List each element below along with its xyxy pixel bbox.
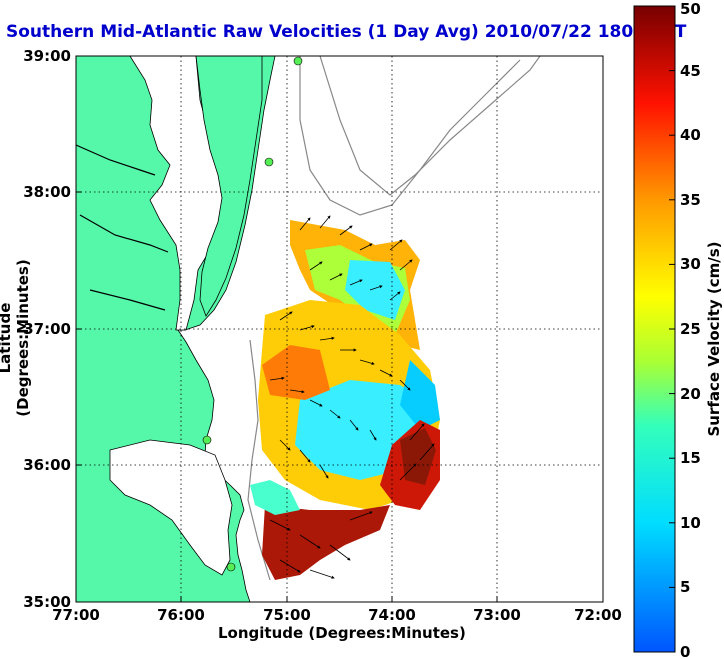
x-tick-label: 74:00 bbox=[368, 606, 416, 624]
y-tick-label: 37:00 bbox=[23, 320, 71, 338]
colorbar-tick-label: 50 bbox=[680, 0, 701, 18]
colorbar-tick-label: 45 bbox=[680, 62, 701, 80]
x-tick-label: 73:00 bbox=[473, 606, 521, 624]
colorbar-tick-label: 30 bbox=[680, 255, 701, 273]
colorbar-tick-label: 10 bbox=[680, 514, 701, 532]
velocity-vectors bbox=[269, 215, 435, 579]
station-marker bbox=[293, 56, 303, 66]
colorbar-tick-label: 0 bbox=[680, 643, 690, 659]
station-marker bbox=[202, 435, 212, 445]
x-tick-label: 72:00 bbox=[574, 606, 622, 624]
colorbar bbox=[633, 5, 676, 653]
y-tick-label: 38:00 bbox=[23, 183, 71, 201]
colorbar-tick-label: 5 bbox=[680, 578, 690, 596]
y-tick-label: 35:00 bbox=[23, 593, 71, 611]
colorbar-tick-label: 40 bbox=[680, 126, 701, 144]
colorbar-label: Surface Velocity (cm/s) bbox=[705, 241, 723, 437]
colorbar-tick-label: 25 bbox=[680, 320, 701, 338]
x-tick-label: 77:00 bbox=[52, 606, 100, 624]
pamlico-sound bbox=[109, 439, 233, 576]
map-title: Southern Mid-Atlantic Raw Velocities (1 … bbox=[6, 22, 687, 42]
y-tick-label: 36:00 bbox=[23, 456, 71, 474]
colorbar-tick-label: 20 bbox=[680, 385, 701, 403]
map-grid bbox=[76, 56, 603, 602]
velocity-field bbox=[250, 220, 440, 580]
x-tick-label: 75:00 bbox=[263, 606, 311, 624]
station-marker bbox=[264, 157, 274, 167]
y-axis-label: Latitude (Degrees:Minutes) bbox=[0, 259, 32, 417]
y-tick-label: 39:00 bbox=[23, 47, 71, 65]
delmarva-peninsula bbox=[195, 56, 263, 317]
x-axis-label: Longitude (Degrees:Minutes) bbox=[218, 624, 466, 642]
station-marker bbox=[226, 562, 236, 572]
colorbar-tick-label: 35 bbox=[680, 191, 701, 209]
x-tick-label: 76:00 bbox=[157, 606, 205, 624]
colorbar-tick-label: 15 bbox=[680, 449, 701, 467]
